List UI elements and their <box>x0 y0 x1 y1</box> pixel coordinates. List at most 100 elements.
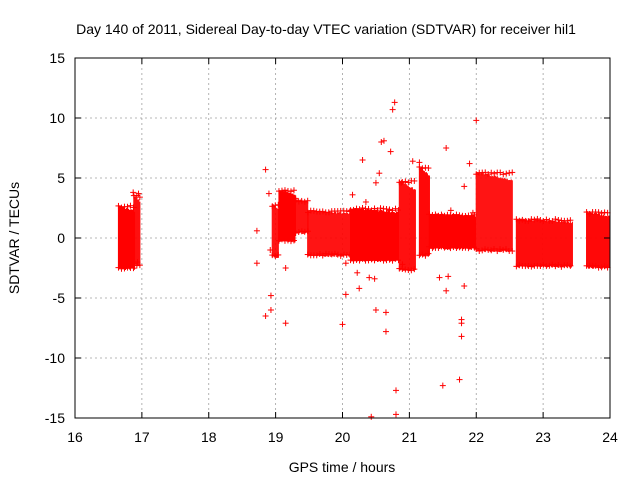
data-band <box>307 209 351 257</box>
data-point <box>473 117 480 124</box>
data-point <box>382 328 389 335</box>
data-point <box>598 210 605 217</box>
data-point <box>118 204 125 211</box>
data-point <box>453 245 460 252</box>
data-point <box>488 247 495 254</box>
data-point <box>531 216 538 223</box>
data-point <box>313 252 320 259</box>
data-band <box>117 204 136 271</box>
data-point <box>290 237 297 244</box>
data-point <box>409 158 416 165</box>
data-band <box>278 189 296 243</box>
x-tick-label: 19 <box>268 429 284 445</box>
x-tick-label: 23 <box>535 429 551 445</box>
data-point <box>408 267 415 274</box>
data-point <box>398 179 405 186</box>
data-point <box>376 170 383 177</box>
data-band <box>475 172 513 253</box>
data-point <box>567 262 574 269</box>
data-point <box>416 159 423 166</box>
data-point <box>350 206 357 213</box>
data-point <box>482 246 489 253</box>
data-band <box>428 213 476 250</box>
data-point <box>519 216 526 223</box>
data-point <box>282 265 289 271</box>
data-band <box>271 204 279 258</box>
data-point <box>447 245 454 252</box>
data-point <box>461 183 468 190</box>
data-point <box>262 313 269 319</box>
data-point <box>342 291 349 298</box>
data-point <box>316 251 323 258</box>
data-point <box>287 238 294 245</box>
data-band <box>349 207 400 262</box>
data-point <box>419 165 426 172</box>
data-point <box>331 250 338 257</box>
data-point <box>552 216 559 223</box>
data-point <box>476 247 483 254</box>
data-point <box>371 275 378 282</box>
data-point <box>441 244 448 251</box>
data-point <box>304 251 311 258</box>
data-point <box>281 187 288 194</box>
x-tick-label: 16 <box>67 429 83 445</box>
data-point <box>310 207 317 214</box>
data-point <box>301 228 308 235</box>
data-point <box>419 251 426 258</box>
data-point <box>372 307 379 313</box>
data-point <box>350 257 357 264</box>
data-point <box>509 248 516 255</box>
y-tick-label: -10 <box>45 350 65 366</box>
data-point <box>393 411 399 418</box>
y-tick-label: 15 <box>49 50 65 66</box>
data-point <box>386 256 393 263</box>
data-point <box>399 261 406 268</box>
data-point <box>485 171 492 178</box>
data-point <box>387 148 394 155</box>
data-point <box>356 206 363 213</box>
data-point <box>124 203 131 210</box>
x-tick-label: 22 <box>468 429 484 445</box>
data-point <box>458 316 465 323</box>
data-point <box>295 229 302 236</box>
data-point <box>372 179 379 186</box>
data-point <box>383 257 390 264</box>
data-point <box>509 169 516 176</box>
data-point <box>301 198 308 205</box>
data-point <box>426 243 433 250</box>
chart-title: Day 140 of 2011, Sidereal Day-to-day VTE… <box>76 21 576 37</box>
data-point <box>339 321 346 328</box>
data-point <box>446 215 453 222</box>
data-point <box>134 259 141 265</box>
data-point <box>595 209 602 216</box>
data-point <box>513 263 520 270</box>
data-point <box>438 211 445 218</box>
data-point <box>534 215 541 222</box>
data-point <box>441 212 448 219</box>
data-point <box>468 213 475 220</box>
data-point <box>265 190 272 197</box>
x-axis-title: GPS time / hours <box>289 459 396 475</box>
data-point <box>528 263 535 270</box>
data-point <box>402 266 409 273</box>
data-point <box>439 382 446 389</box>
data-band <box>133 194 141 267</box>
data-point <box>391 99 398 106</box>
data-point <box>267 292 274 299</box>
data-point <box>466 160 473 167</box>
data-point <box>298 197 305 204</box>
data-point <box>319 208 326 215</box>
data-point <box>411 266 418 273</box>
data-point <box>325 209 332 216</box>
data-point <box>304 197 311 204</box>
data-point <box>272 202 279 209</box>
data-point <box>516 262 523 269</box>
x-tick-label: 17 <box>134 429 150 445</box>
data-point <box>537 216 544 223</box>
y-tick-label: 0 <box>57 230 65 246</box>
data-point <box>425 250 432 257</box>
data-point <box>135 190 142 197</box>
data-point <box>411 177 418 184</box>
data-point <box>416 252 423 259</box>
data-point <box>278 187 285 194</box>
